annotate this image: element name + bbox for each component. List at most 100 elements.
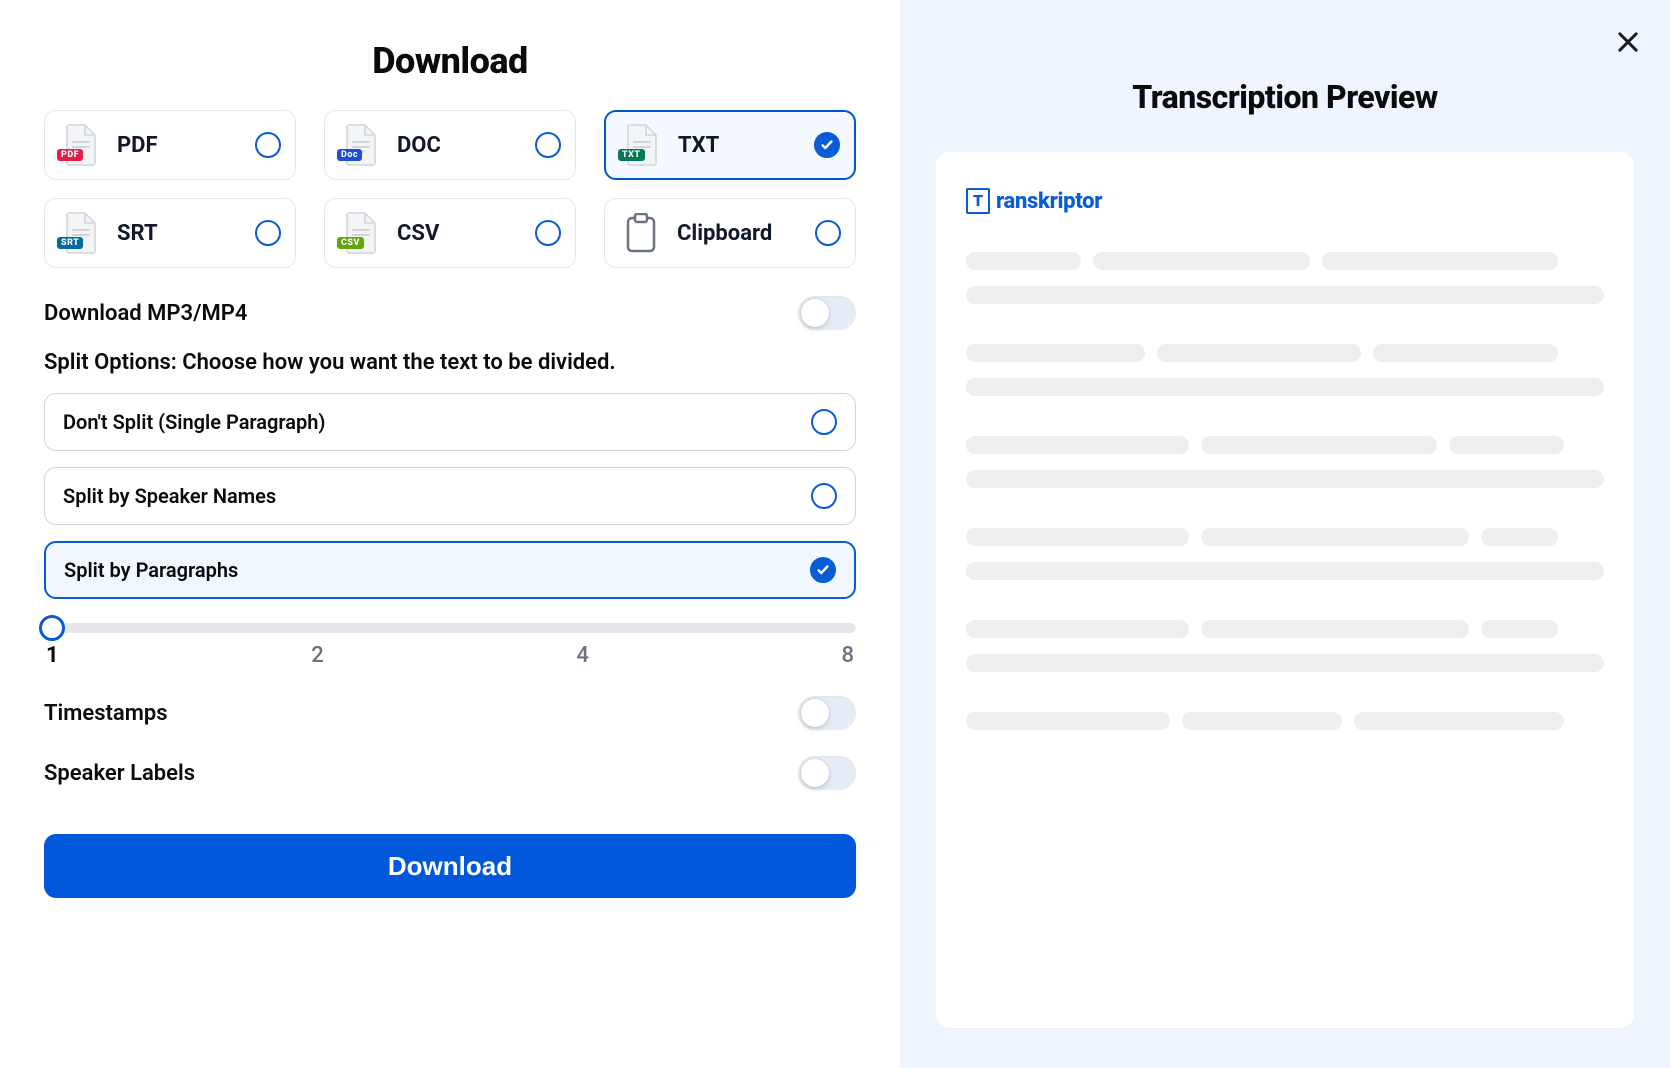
file-badge: Doc <box>337 149 362 161</box>
format-card-doc[interactable]: Doc DOC <box>324 110 576 180</box>
preview-card: ranskriptor <box>936 152 1634 1028</box>
split-option-radio[interactable] <box>811 483 837 509</box>
file-icon: PDF <box>59 123 103 167</box>
paragraph-slider: 1248 <box>44 615 856 668</box>
file-badge: CSV <box>337 237 364 249</box>
split-option-radio[interactable] <box>810 557 836 583</box>
format-card-csv[interactable]: CSV CSV <box>324 198 576 268</box>
close-button[interactable] <box>1614 28 1642 56</box>
skeleton-bar <box>966 378 1604 396</box>
slider-tick: 1 <box>46 643 59 668</box>
split-option-label: Split by Paragraphs <box>64 558 238 582</box>
skeleton-bar <box>966 712 1170 730</box>
slider-thumb[interactable] <box>39 615 65 641</box>
skeleton-row <box>966 378 1604 396</box>
skeleton-container <box>966 252 1604 730</box>
toggle-knob <box>801 759 829 787</box>
logo-text: ranskriptor <box>996 189 1102 214</box>
skeleton-bar <box>1373 344 1558 362</box>
skeleton-group <box>966 252 1604 304</box>
skeleton-row <box>966 712 1604 730</box>
skeleton-bar <box>1201 528 1469 546</box>
format-radio[interactable] <box>535 132 561 158</box>
file-icon: CSV <box>339 211 383 255</box>
skeleton-bar <box>966 654 1604 672</box>
file-icon: Doc <box>339 123 383 167</box>
clipboard-icon <box>619 211 663 255</box>
format-label: CSV <box>397 221 521 246</box>
format-label: SRT <box>117 221 241 246</box>
toggle-knob <box>801 299 829 327</box>
slider-ticks: 1248 <box>44 643 856 668</box>
format-label: Clipboard <box>677 221 801 246</box>
logo-mark-icon <box>966 188 990 214</box>
format-radio[interactable] <box>255 220 281 246</box>
skeleton-group <box>966 712 1604 730</box>
format-card-srt[interactable]: SRT SRT <box>44 198 296 268</box>
format-card-clipboard[interactable]: Clipboard <box>604 198 856 268</box>
skeleton-row <box>966 470 1604 488</box>
format-radio[interactable] <box>814 132 840 158</box>
skeleton-row <box>966 344 1604 362</box>
format-grid: PDF PDF Doc DOC TXTTXT SRT SRT CSV CSV Clipboard <box>44 110 856 268</box>
split-section-label: Split Options: Choose how you want the t… <box>44 350 856 375</box>
format-radio[interactable] <box>815 220 841 246</box>
download-title: Download <box>44 40 856 82</box>
skeleton-bar <box>966 620 1189 638</box>
skeleton-group <box>966 620 1604 672</box>
timestamps-toggle[interactable] <box>798 696 856 730</box>
skeleton-bar <box>966 528 1189 546</box>
skeleton-row <box>966 286 1604 304</box>
skeleton-bar <box>1182 712 1342 730</box>
download-panel: Download PDFPDFDocDOCTXTTXTSRTSRTCSVCSVC… <box>0 0 900 1068</box>
split-option-paragraph[interactable]: Split by Paragraphs <box>44 541 856 599</box>
format-card-txt[interactable]: TXTTXT <box>604 110 856 180</box>
speaker-labels-toggle[interactable] <box>798 756 856 790</box>
format-radio[interactable] <box>255 132 281 158</box>
skeleton-bar <box>966 470 1604 488</box>
skeleton-group <box>966 344 1604 396</box>
skeleton-row <box>966 562 1604 580</box>
split-option-none[interactable]: Don't Split (Single Paragraph) <box>44 393 856 451</box>
format-label: DOC <box>397 133 521 158</box>
skeleton-row <box>966 252 1604 270</box>
mp3-toggle[interactable] <box>798 296 856 330</box>
transkriptor-logo: ranskriptor <box>966 188 1604 214</box>
skeleton-bar <box>966 252 1081 270</box>
slider-track[interactable] <box>44 623 856 633</box>
format-radio[interactable] <box>535 220 561 246</box>
slider-tick: 4 <box>576 643 589 668</box>
file-badge: PDF <box>57 149 83 161</box>
skeleton-group <box>966 436 1604 488</box>
skeleton-bar <box>1093 252 1310 270</box>
split-option-radio[interactable] <box>811 409 837 435</box>
skeleton-bar <box>1354 712 1565 730</box>
skeleton-bar <box>1157 344 1361 362</box>
skeleton-bar <box>1201 620 1469 638</box>
skeleton-bar <box>1449 436 1564 454</box>
speaker-labels-toggle-row: Speaker Labels <box>44 756 856 790</box>
skeleton-bar <box>1481 528 1558 546</box>
skeleton-bar <box>1201 436 1437 454</box>
split-options-list: Don't Split (Single Paragraph) Split by S… <box>44 393 856 599</box>
skeleton-row <box>966 654 1604 672</box>
format-card-pdf[interactable]: PDF PDF <box>44 110 296 180</box>
skeleton-bar <box>966 436 1189 454</box>
timestamps-label: Timestamps <box>44 701 168 726</box>
skeleton-bar <box>966 286 1604 304</box>
skeleton-bar <box>966 344 1145 362</box>
file-icon: TXT <box>620 123 664 167</box>
preview-panel: Transcription Preview ranskriptor <box>900 0 1670 1068</box>
download-button[interactable]: Download <box>44 834 856 898</box>
split-option-label: Don't Split (Single Paragraph) <box>63 410 325 434</box>
split-option-speaker[interactable]: Split by Speaker Names <box>44 467 856 525</box>
format-label: PDF <box>117 133 241 158</box>
slider-tick: 8 <box>841 643 854 668</box>
file-icon: SRT <box>59 211 103 255</box>
preview-title: Transcription Preview <box>936 78 1634 116</box>
extra-toggles: Timestamps Speaker Labels <box>44 696 856 790</box>
file-badge: TXT <box>618 149 645 161</box>
skeleton-row <box>966 436 1604 454</box>
skeleton-row <box>966 528 1604 546</box>
skeleton-bar <box>1322 252 1558 270</box>
